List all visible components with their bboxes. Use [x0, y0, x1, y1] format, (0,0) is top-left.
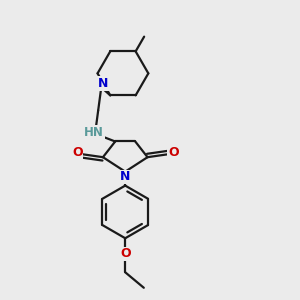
- Text: N: N: [120, 170, 130, 183]
- Text: N: N: [98, 77, 108, 90]
- Text: O: O: [72, 146, 83, 159]
- Text: O: O: [120, 247, 130, 260]
- Text: O: O: [168, 146, 178, 159]
- Text: HN: HN: [84, 126, 104, 139]
